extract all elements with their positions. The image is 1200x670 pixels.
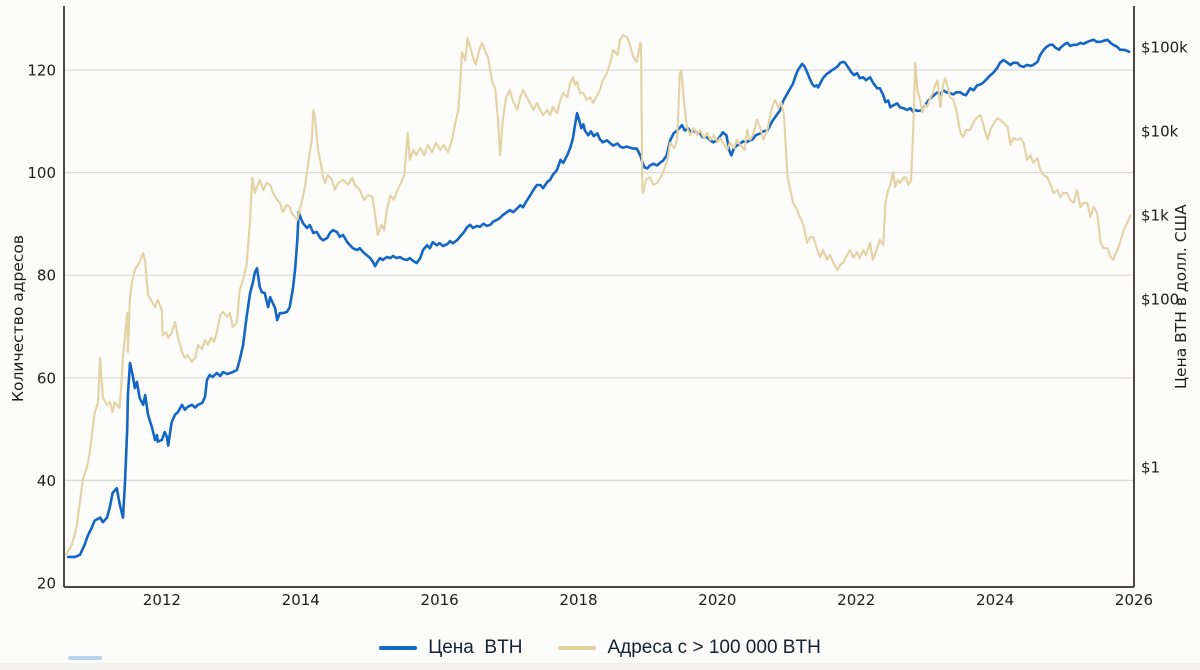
y-left-tick-label: 100: [27, 164, 56, 182]
legend: Цена BTH Адреса с > 100 000 BTH: [0, 637, 1200, 659]
partial-ui-fragment: [68, 656, 102, 660]
y-left-tick-label: 40: [37, 472, 56, 490]
addresses-line: [65, 34, 1132, 556]
price-line-swatch: [379, 646, 418, 650]
x-tick-label: 2012: [143, 591, 181, 609]
x-tick-label: 2018: [559, 591, 597, 609]
addresses-line-swatch: [558, 646, 597, 650]
legend-item-price[interactable]: Цена BTH: [379, 637, 522, 659]
y-left-axis-title: Количество адресов: [9, 235, 27, 402]
y-left-tick-label: 120: [27, 62, 56, 80]
bottom-band: [0, 663, 1200, 670]
y-left-tick-label: 20: [37, 575, 56, 593]
y-right-tick-label: $1: [1141, 459, 1160, 477]
x-tick-label: 2022: [837, 591, 875, 609]
y-right-tick-label: $100k: [1141, 39, 1188, 57]
x-tick-label: 2020: [698, 591, 736, 609]
legend-item-addresses[interactable]: Адреса с > 100 000 BTH: [558, 637, 821, 659]
x-tick-label: 2014: [282, 591, 320, 609]
y-left-tick-label: 60: [37, 369, 56, 387]
y-right-tick-label: $10k: [1141, 123, 1179, 141]
y-right-tick-label: $100: [1141, 291, 1179, 309]
x-tick-label: 2026: [1115, 591, 1153, 609]
y-right-tick-label: $1k: [1141, 207, 1169, 225]
legend-label-price: Цена BTH: [428, 637, 523, 658]
y-right-axis-title: Цена BTH в долл. США: [1172, 204, 1190, 389]
x-tick-label: 2016: [421, 591, 459, 609]
legend-label-addresses: Адреса с > 100 000 BTH: [607, 637, 821, 658]
price-line: [66, 38, 1131, 559]
x-tick-label: 2024: [976, 591, 1014, 609]
y-left-tick-label: 80: [37, 267, 56, 285]
